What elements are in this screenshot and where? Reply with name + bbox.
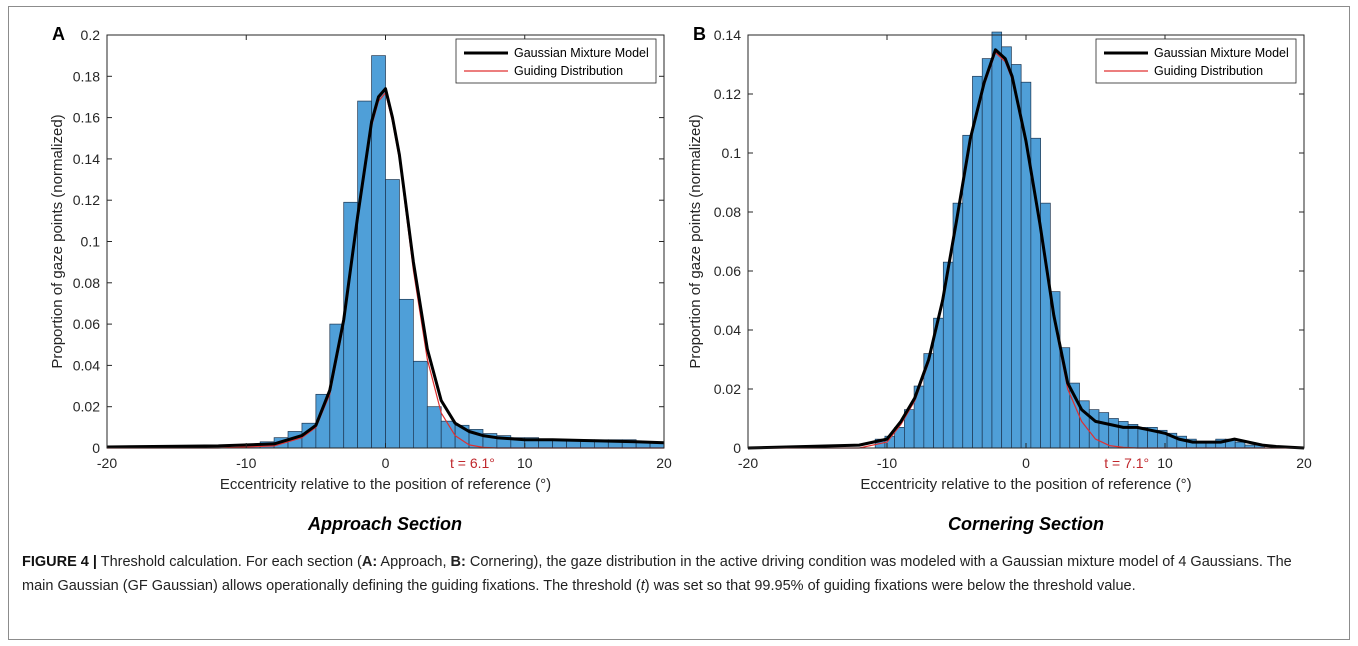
histogram-bar-b	[1234, 441, 1246, 449]
y-tick-label-a: 0.06	[73, 316, 100, 332]
histogram-bar-b	[1108, 418, 1119, 449]
histogram-bar-b	[991, 31, 1003, 449]
x-tick-label-b: 20	[1296, 455, 1312, 471]
y-tick-label-a: 0.02	[73, 399, 100, 415]
gmm-curve-a	[106, 87, 665, 449]
caption-b-label: B:	[450, 554, 466, 570]
x-axis-label-b: Eccentricity relative to the position of…	[860, 476, 1191, 493]
threshold-label-b: t = 7.1°	[1104, 455, 1149, 471]
gmm-curve-b	[747, 48, 1305, 450]
section-title-b: Cornering Section	[948, 514, 1104, 534]
y-tick-label-b: 0.08	[714, 204, 741, 220]
y-tick-label-a: 0.1	[81, 234, 101, 250]
y-tick-label-b: 0.02	[714, 381, 741, 397]
y-tick-label-a: 0.14	[73, 151, 100, 167]
y-tick-label-b: 0	[733, 440, 741, 456]
y-axis-label-b: Proportion of gaze points (normalized)	[687, 114, 704, 368]
x-tick-label-b: 10	[1157, 455, 1173, 471]
legend-entry-a: Guiding Distribution	[514, 64, 623, 78]
panel-label-a: A	[52, 24, 65, 44]
x-tick-label-a: -20	[97, 455, 117, 471]
caption-figure-label: FIGURE 4 |	[22, 554, 97, 570]
y-tick-label-b: 0.14	[714, 27, 741, 43]
section-title-a: Approach Section	[307, 514, 462, 534]
x-tick-label-a: 20	[656, 455, 672, 471]
histogram-bar-a	[357, 100, 372, 449]
legend-box-a	[455, 38, 657, 84]
x-tick-label-b: -10	[877, 455, 897, 471]
y-tick-label-a: 0.18	[73, 68, 100, 84]
y-tick-label-b: 0.06	[714, 263, 741, 279]
caption-end: ) was set so that 99.95% of guiding fixa…	[644, 578, 1136, 594]
figure-charts: -20 -10 0 10 20 0 0.02 0.04 0.06 0.08 0.1 0.12 0.14 0…	[49, 24, 1312, 534]
legend-entry-b: Gaussian Mixture Model	[1154, 46, 1289, 60]
caption-b-text: Cornering), the gaze distribution in the…	[22, 554, 1292, 594]
y-tick-label-a: 0.08	[73, 275, 100, 291]
threshold-label-a: t = 6.1°	[450, 455, 495, 471]
caption-a-text: Approach,	[377, 554, 451, 570]
legend-entry-a: Gaussian Mixture Model	[514, 46, 649, 60]
panel-label-b: B	[693, 24, 706, 44]
y-axis-label-a: Proportion of gaze points (normalized)	[49, 114, 66, 368]
x-tick-label-a: -10	[236, 455, 256, 471]
y-tick-label-a: 0.12	[73, 192, 100, 208]
caption-a-label: A:	[361, 554, 378, 570]
caption-t-symbol: t	[640, 578, 645, 594]
y-tick-label-b: 0.1	[722, 145, 742, 161]
y-tick-label-b: 0.12	[714, 86, 741, 102]
y-tick-label-a: 0	[92, 440, 100, 456]
y-tick-label-a: 0.04	[73, 357, 100, 373]
histogram-bar-b	[1001, 46, 1012, 449]
x-tick-label-b: 0	[1022, 455, 1030, 471]
histogram-bar-a	[399, 298, 414, 449]
figure-caption: FIGURE 4 | Threshold calculation. For ea…	[22, 550, 1327, 598]
y-tick-label-a: 0.16	[73, 110, 100, 126]
x-axis-label-a: Eccentricity relative to the position of…	[220, 476, 551, 493]
legend-entry-b: Guiding Distribution	[1154, 64, 1263, 78]
histogram-bar-b	[972, 75, 983, 449]
histogram-bar-a	[385, 179, 400, 449]
x-tick-label-a: 0	[382, 455, 390, 471]
x-tick-label-b: -20	[738, 455, 758, 471]
legend-box-b	[1095, 38, 1297, 84]
figure-frame	[8, 6, 1350, 640]
caption-intro: Threshold calculation. For each section …	[96, 554, 362, 570]
histogram-bar-b	[1011, 64, 1022, 449]
x-tick-label-a: 10	[517, 455, 533, 471]
histogram-bar-b	[981, 58, 993, 449]
histogram-bar-a	[426, 406, 442, 449]
histogram-bar-a	[413, 360, 428, 449]
y-tick-label-b: 0.04	[714, 322, 741, 338]
y-tick-label-a: 0.2	[81, 27, 101, 43]
